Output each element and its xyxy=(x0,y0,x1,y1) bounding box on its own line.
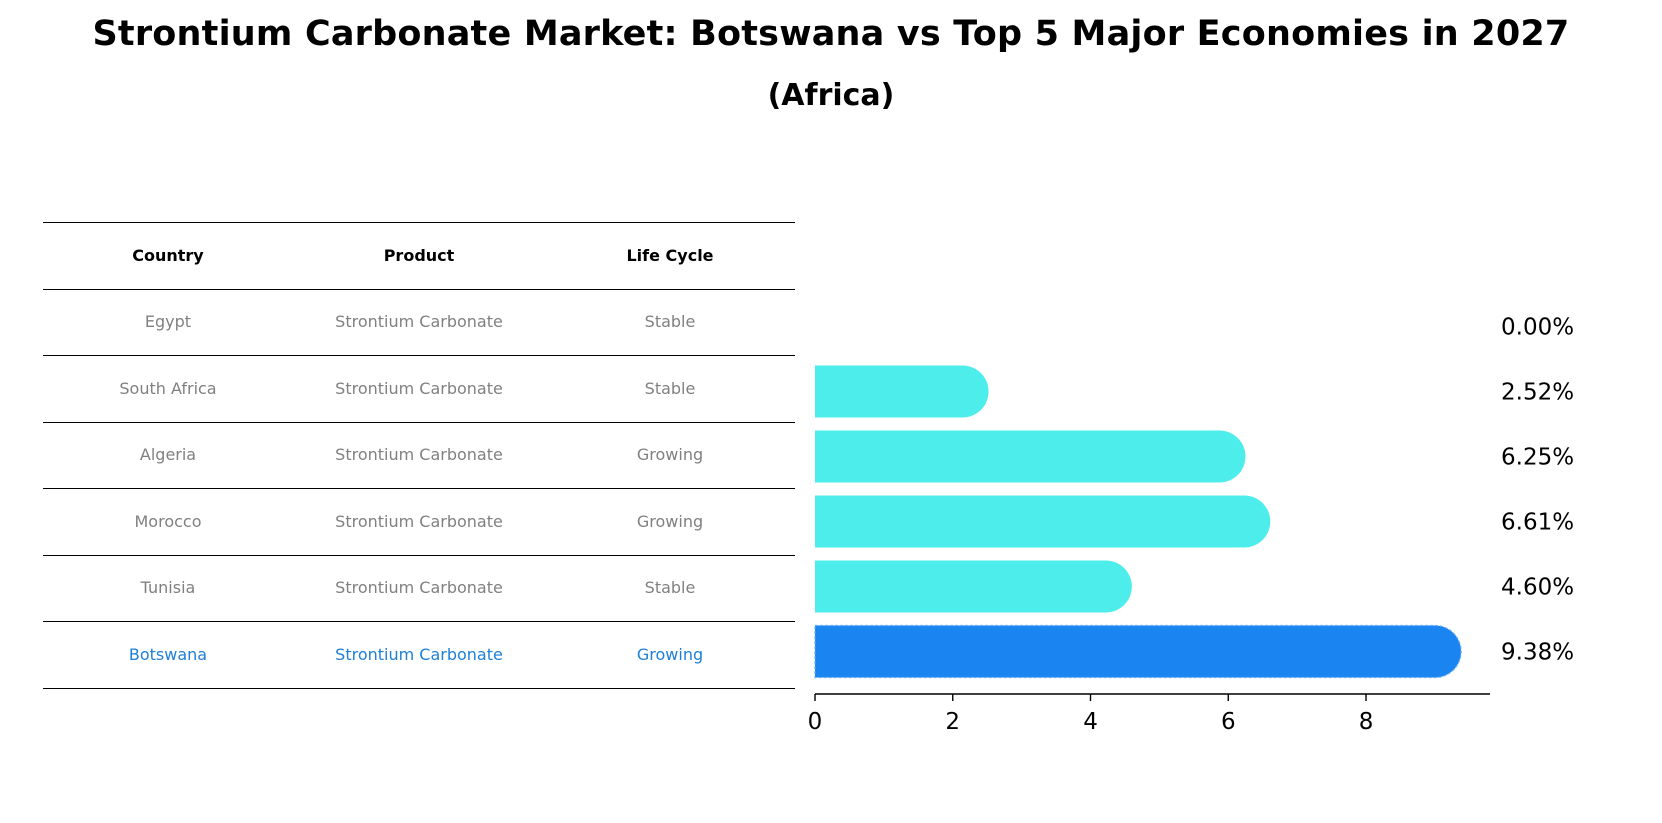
table-row: South Africa Strontium Carbonate Stable xyxy=(43,355,795,422)
table-cell-country: South Africa xyxy=(119,378,217,398)
table-cell-life-cycle: Stable xyxy=(644,378,696,398)
table-rule xyxy=(43,222,795,223)
chart-subtitle: (Africa) xyxy=(767,78,895,113)
table-header-cell: Country xyxy=(132,245,204,265)
table-cell-country: Algeria xyxy=(139,445,197,465)
table-cell-life-cycle: Stable xyxy=(644,578,696,598)
chart-title: Strontium Carbonate Market: Botswana vs … xyxy=(92,14,1570,54)
x-tick-label: 0 xyxy=(808,709,823,735)
x-tick-label: 2 xyxy=(945,709,960,735)
table-header-cell: Product xyxy=(383,245,455,265)
table-cell-life-cycle: Growing xyxy=(636,511,704,531)
data-label: 9.38% xyxy=(1501,640,1574,666)
table-row: Algeria Strontium Carbonate Growing xyxy=(43,422,795,489)
table-row: Morocco Strontium Carbonate Growing xyxy=(43,488,795,555)
table-cell-country: Morocco xyxy=(134,511,202,531)
table-row: Botswana Strontium Carbonate Growing xyxy=(43,621,795,688)
x-tick-label: 8 xyxy=(1359,709,1374,735)
table-header-row: Country Product Life Cycle xyxy=(43,222,795,289)
data-label: 4.60% xyxy=(1501,575,1574,601)
table-header-cell: Life Cycle xyxy=(626,245,714,265)
table-cell-life-cycle: Stable xyxy=(644,312,696,332)
table-row: Egypt Strontium Carbonate Stable xyxy=(43,289,795,356)
table-cell-life-cycle: Growing xyxy=(636,445,704,465)
table-rule xyxy=(43,288,795,290)
table-cell-product: Strontium Carbonate xyxy=(335,644,503,664)
data-label: 2.52% xyxy=(1501,380,1574,406)
table-cell-country: Botswana xyxy=(128,644,208,664)
bar-algeria xyxy=(815,430,1246,483)
table-cell-product: Strontium Carbonate xyxy=(335,378,503,398)
data-label: 6.25% xyxy=(1501,445,1574,471)
x-tick-label: 4 xyxy=(1083,709,1098,735)
bar-botswana xyxy=(814,624,1462,679)
table-cell-life-cycle: Growing xyxy=(636,644,704,664)
table-cell-product: Strontium Carbonate xyxy=(335,312,503,332)
table-rule xyxy=(43,488,795,489)
table-rule xyxy=(43,687,795,689)
table-cell-country: Tunisia xyxy=(140,578,196,598)
table-rule xyxy=(43,621,795,622)
data-label: 6.61% xyxy=(1501,510,1574,536)
x-tick-label: 6 xyxy=(1221,709,1236,735)
bar-tunisia xyxy=(815,560,1132,613)
table-cell-country: Egypt xyxy=(144,312,192,332)
table-cell-product: Strontium Carbonate xyxy=(335,578,503,598)
bar-south-africa xyxy=(815,365,989,418)
table-rule xyxy=(43,554,795,556)
bar-morocco xyxy=(815,495,1271,548)
table-row: Tunisia Strontium Carbonate Stable xyxy=(43,555,795,622)
table-rule xyxy=(43,355,795,356)
data-label: 0.00% xyxy=(1501,315,1574,341)
table-cell-product: Strontium Carbonate xyxy=(335,511,503,531)
table-cell-product: Strontium Carbonate xyxy=(335,445,503,465)
table-rule xyxy=(43,421,795,423)
